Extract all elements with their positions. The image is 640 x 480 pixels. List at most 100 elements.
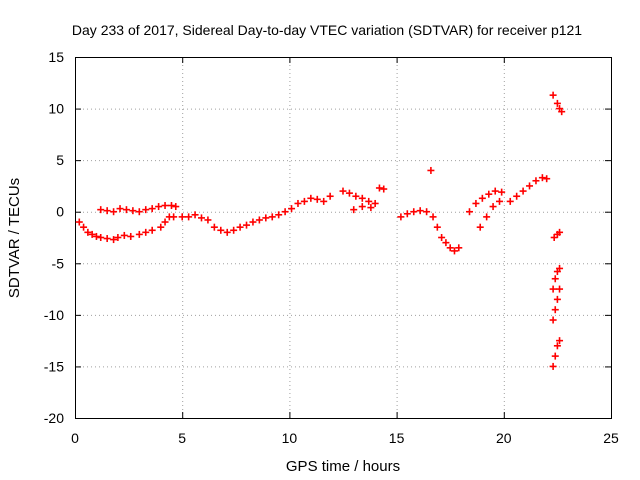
data-point [120,231,128,239]
data-point [172,203,180,211]
data-point [532,177,540,185]
data-point [236,223,244,231]
data-point [167,202,175,210]
data-point [427,166,435,174]
grid [75,57,611,418]
data-point [223,228,231,236]
y-tick-label: -10 [44,307,64,323]
data-point [110,236,118,244]
data-point [558,108,566,116]
data-point [491,187,499,195]
data-point [367,204,375,212]
data-point [103,207,111,215]
data-point [483,213,491,221]
data-point [307,194,315,202]
data-point [380,185,388,193]
data-point [204,216,212,224]
x-tick-label: 15 [389,430,405,446]
data-point [75,218,83,226]
data-point [313,195,321,203]
y-tick-label: 10 [48,101,64,117]
data-point [556,228,564,236]
x-tick-label: 0 [71,430,79,446]
data-point [485,190,493,198]
data-point [538,174,546,182]
y-tick-label: -20 [44,410,64,426]
data-point [326,192,334,200]
data-point [513,192,521,200]
data-points [75,91,566,370]
x-axis-title: GPS time / hours [286,458,400,475]
data-point [281,208,289,216]
data-point [142,206,150,214]
data-point [197,214,205,222]
data-point [300,197,308,205]
x-tick-label: 20 [496,430,512,446]
data-point [397,213,405,221]
data-point [185,213,193,221]
data-point [135,208,143,216]
data-point [103,235,111,243]
data-point [345,189,353,197]
data-point [116,205,124,213]
data-point [161,202,169,210]
data-point [553,342,561,350]
data-point [148,226,156,234]
data-point [375,184,383,192]
data-point [352,192,360,200]
axis-ticks: 0 5 10 15 20 25 -20 -15 -10 -5 0 5 10 15 [44,49,619,446]
y-tick-label: 5 [56,152,64,168]
data-point [97,206,105,214]
data-point [556,264,564,272]
data-point [455,244,463,252]
data-point [553,295,561,303]
data-point [442,239,450,247]
y-axis-title: SDTVAR / TECUs [6,178,23,298]
data-point [157,223,165,231]
data-point [191,211,199,219]
data-point [135,230,143,238]
data-point [170,213,178,221]
data-point [275,211,283,219]
data-point [148,205,156,213]
data-point [549,285,557,293]
data-point [478,194,486,202]
data-point [526,182,534,190]
chart-title: Day 233 of 2017, Sidereal Day-to-day VTE… [72,22,582,38]
data-point [350,206,358,214]
data-point [320,197,328,205]
data-point [403,210,411,218]
data-point [358,194,366,202]
data-point [249,218,257,226]
x-tick-label: 25 [603,430,619,446]
data-point [92,232,100,240]
data-point [556,337,564,345]
data-point [110,208,118,216]
data-point [543,175,551,183]
data-point [365,197,373,205]
data-point [489,203,497,211]
data-point [498,188,506,196]
data-point [556,285,564,293]
data-point [433,223,441,231]
data-point [438,234,446,241]
data-point [122,206,130,214]
data-point [450,247,458,255]
data-point [268,213,276,221]
data-point [553,99,561,107]
x-tick-label: 10 [282,430,298,446]
data-point [410,208,418,216]
data-point [446,244,454,252]
data-point [472,199,480,207]
data-point [551,306,559,314]
data-point [476,223,484,231]
data-point [114,234,122,241]
data-point [243,221,251,229]
data-point [549,91,557,99]
data-point [88,230,96,238]
y-tick-label: -5 [52,255,65,271]
data-point [551,352,559,360]
data-point [80,223,88,231]
data-point [262,214,270,222]
